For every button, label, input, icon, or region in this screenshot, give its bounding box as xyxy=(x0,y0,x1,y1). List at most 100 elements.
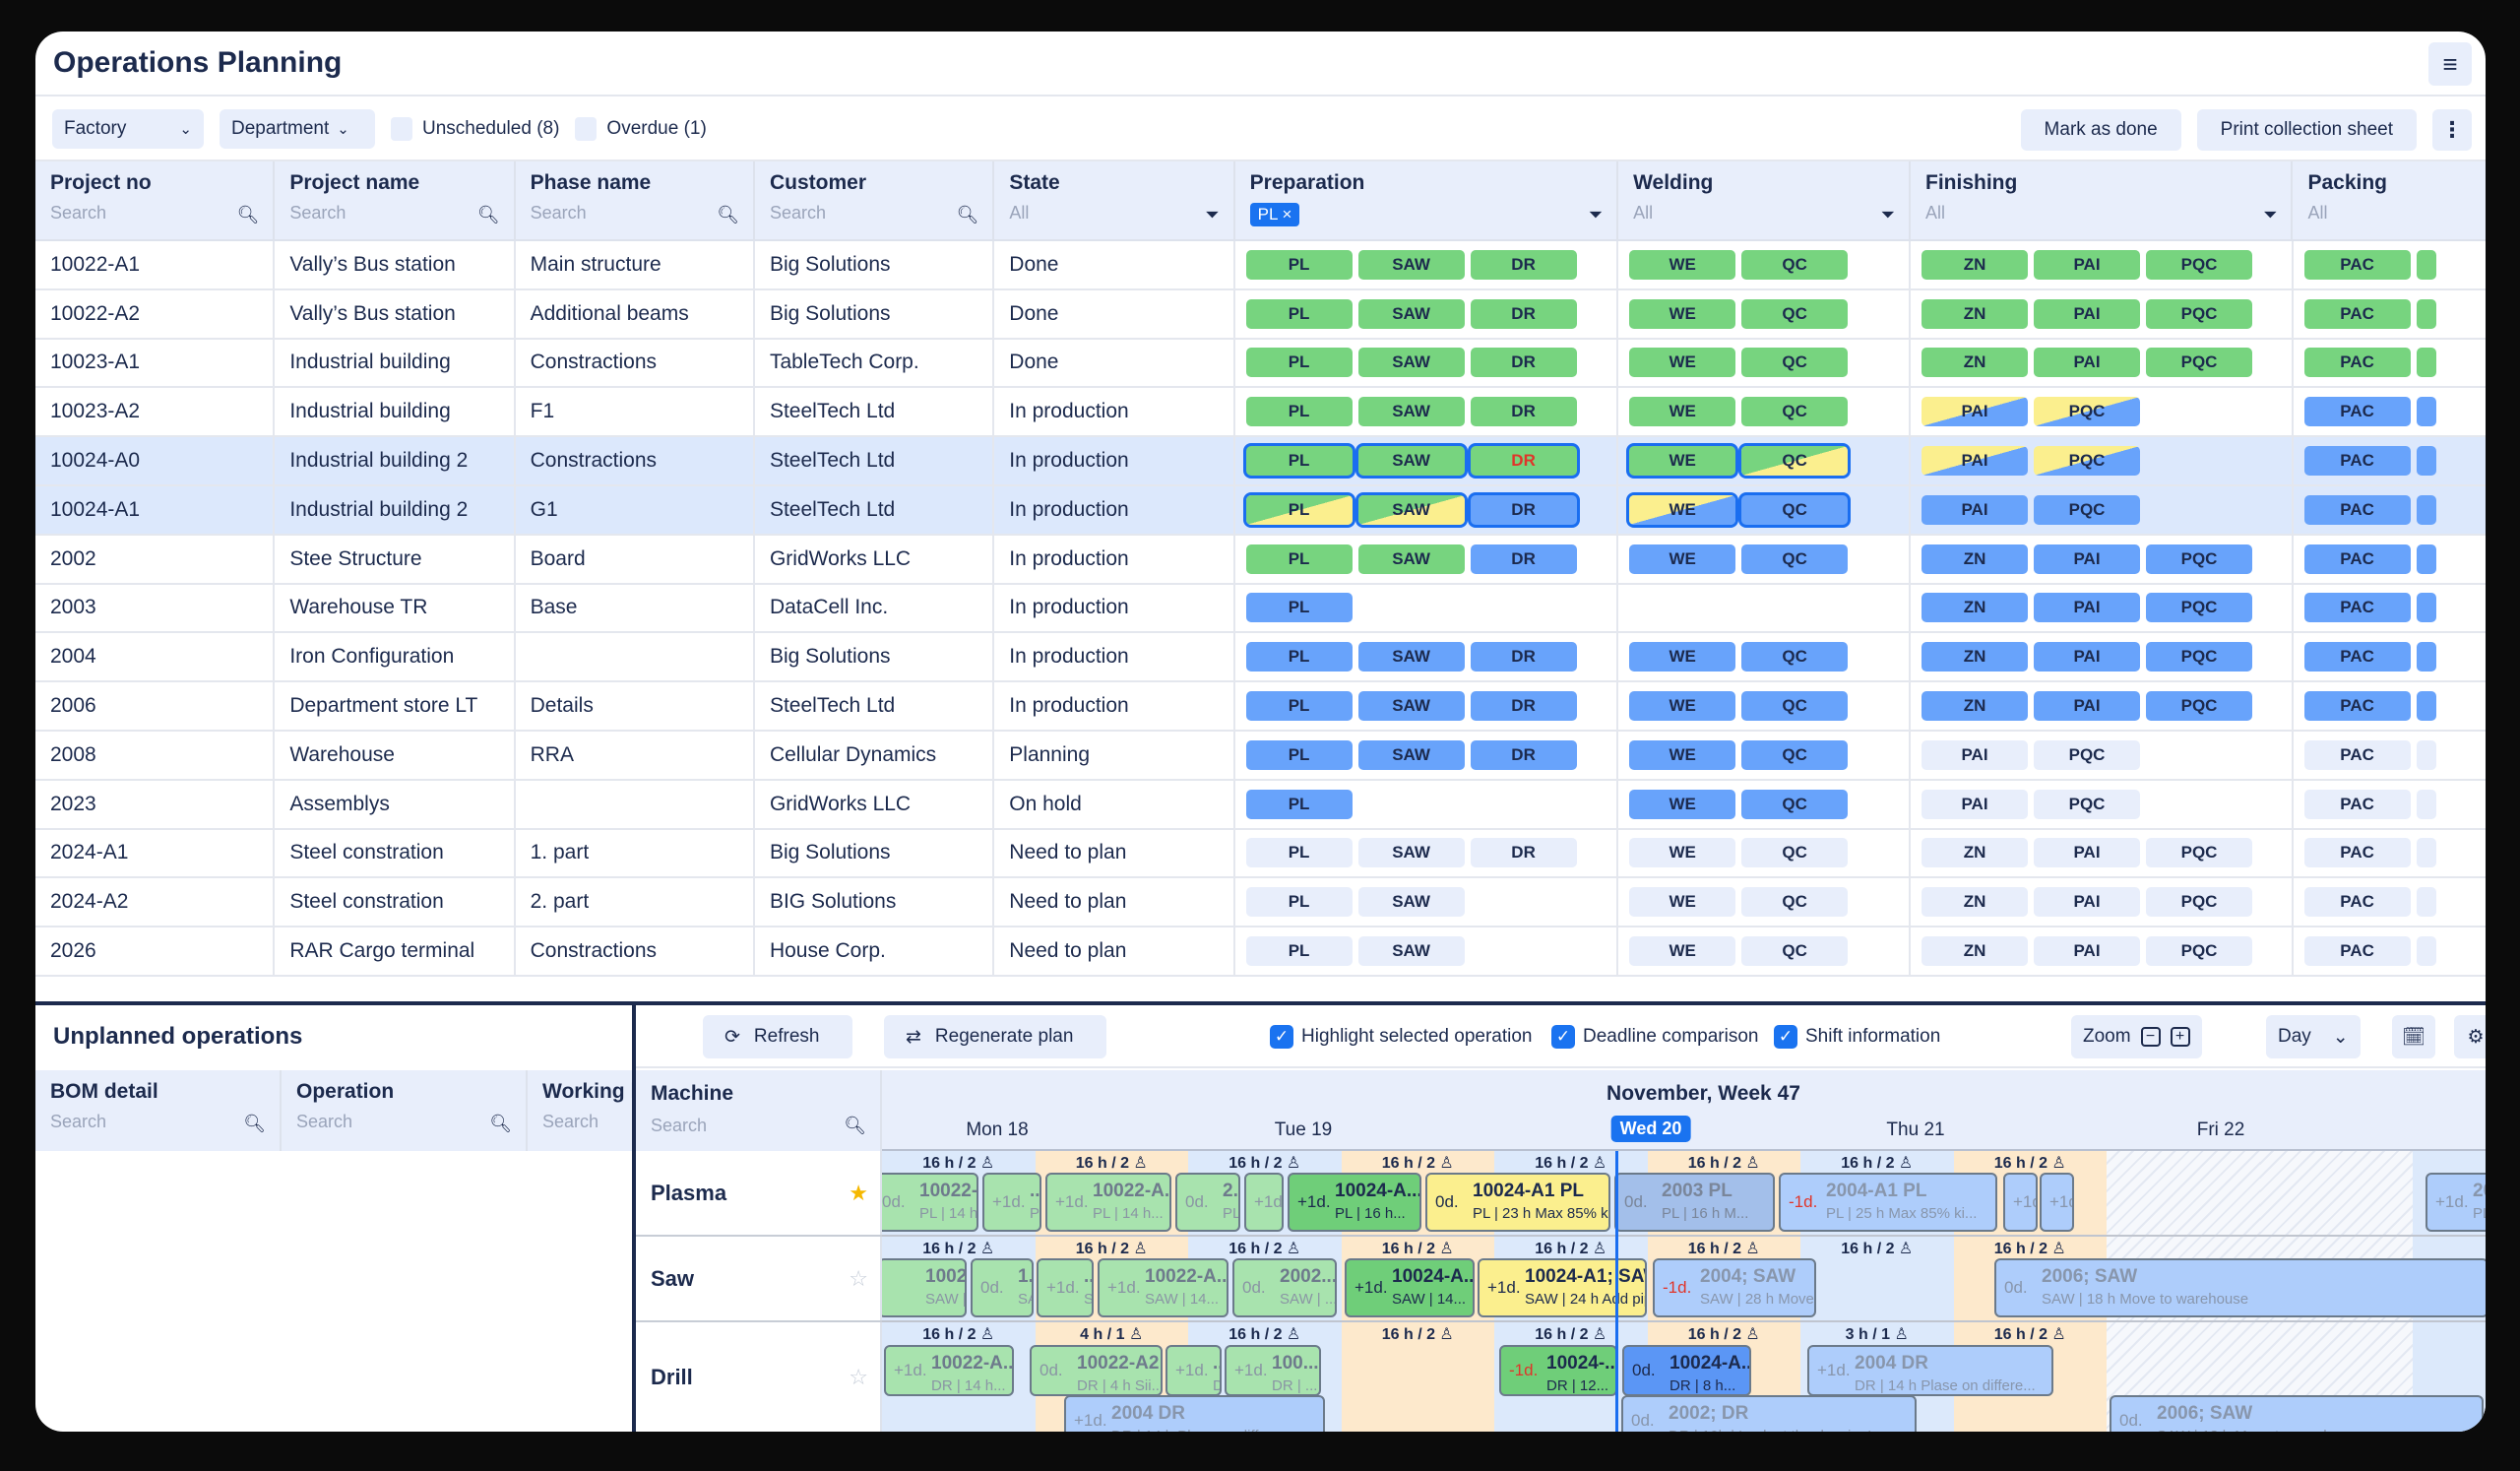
operation-block[interactable]: +1d. 10022-A... PL | 14 h... xyxy=(1045,1173,1171,1232)
op-chip-zn[interactable]: ZN xyxy=(1922,887,2029,918)
op-chip-pac[interactable]: PAC xyxy=(2303,249,2411,280)
op-chip-zn[interactable]: ZN xyxy=(1922,544,2029,574)
operation-block[interactable]: +1d. xyxy=(2040,1173,2074,1232)
table-row[interactable]: 10023-A1 Industrial building Constractions… xyxy=(35,339,2486,389)
star-outline-icon[interactable]: ☆ xyxy=(849,1265,868,1291)
search-icon[interactable]: 🔍︎ xyxy=(717,205,739,224)
op-chip-saw[interactable]: SAW xyxy=(1357,739,1465,770)
op-chip-we[interactable]: WE xyxy=(1629,446,1736,477)
op-chip-pl[interactable]: PL xyxy=(1245,739,1353,770)
op-chip-pai[interactable]: PAI xyxy=(1922,397,2029,427)
op-chip-we[interactable]: WE xyxy=(1629,397,1736,427)
op-chip-overflow[interactable] xyxy=(2416,544,2436,574)
op-chip-pai[interactable]: PAI xyxy=(1922,494,2029,525)
op-chip-zn[interactable]: ZN xyxy=(1922,348,2029,378)
search-input[interactable]: Search xyxy=(542,1112,599,1131)
op-chip-we[interactable]: WE xyxy=(1629,887,1736,918)
operation-block[interactable]: +1d. 10022-A... DR | 14 h... xyxy=(884,1345,1014,1396)
op-chip-dr[interactable]: DR xyxy=(1470,348,1577,378)
op-chip-qc[interactable]: QC xyxy=(1741,446,1849,477)
op-chip-pac[interactable]: PAC xyxy=(2303,446,2411,477)
op-chip-overflow[interactable] xyxy=(2416,936,2436,967)
op-chip-we[interactable]: WE xyxy=(1629,249,1736,280)
op-chip-qc[interactable]: QC xyxy=(1741,936,1849,967)
op-chip-overflow[interactable] xyxy=(2416,642,2436,672)
op-chip-dr[interactable]: DR xyxy=(1470,838,1577,868)
department-dropdown[interactable]: Department ⌄ xyxy=(220,109,375,149)
op-chip-qc[interactable]: QC xyxy=(1741,397,1849,427)
table-row[interactable]: 2004 Iron Configuration Big Solutions In pr… xyxy=(35,633,2486,683)
operation-block[interactable]: +1d. 10022-A... SAW | 14... xyxy=(1098,1258,1228,1317)
packing-filter[interactable]: All xyxy=(2307,203,2328,223)
op-chip-dr[interactable]: DR xyxy=(1470,691,1577,722)
settings-button[interactable]: ⚙ xyxy=(2454,1015,2486,1058)
op-chip-saw[interactable]: SAW xyxy=(1357,348,1465,378)
search-input[interactable]: Search xyxy=(770,203,827,223)
op-chip-pai[interactable]: PAI xyxy=(2034,249,2141,280)
op-chip-pac[interactable]: PAC xyxy=(2303,887,2411,918)
op-chip-saw[interactable]: SAW xyxy=(1357,397,1465,427)
op-chip-saw[interactable]: SAW xyxy=(1357,494,1465,525)
op-chip-pai[interactable]: PAI xyxy=(2034,691,2141,722)
op-chip-pac[interactable]: PAC xyxy=(2303,298,2411,329)
operation-block[interactable]: +1d. 100... DR | ... xyxy=(1225,1345,1321,1396)
op-chip-pqc[interactable]: PQC xyxy=(2034,494,2141,525)
op-chip-overflow[interactable] xyxy=(2416,887,2436,918)
op-chip-pac[interactable]: PAC xyxy=(2303,593,2411,623)
op-chip-pl[interactable]: PL xyxy=(1245,642,1353,672)
operation-block[interactable]: +1d. 200 PL xyxy=(2426,1173,2486,1232)
highlight-selected-checkbox[interactable]: ✓ Highlight selected operation xyxy=(1270,1025,1533,1049)
op-chip-pl[interactable]: PL xyxy=(1245,494,1353,525)
refresh-button[interactable]: ⟳ Refresh xyxy=(703,1015,852,1058)
op-chip-dr[interactable]: DR xyxy=(1470,249,1577,280)
op-chip-saw[interactable]: SAW xyxy=(1357,544,1465,574)
op-chip-pl[interactable]: PL xyxy=(1245,397,1353,427)
op-chip-pai[interactable]: PAI xyxy=(2034,298,2141,329)
op-chip-zn[interactable]: ZN xyxy=(1922,642,2029,672)
op-chip-we[interactable]: WE xyxy=(1629,298,1736,329)
table-row[interactable]: 10024-A1 Industrial building 2 G1 SteelTech… xyxy=(35,485,2486,536)
op-chip-pl[interactable]: PL xyxy=(1245,691,1353,722)
search-icon[interactable]: 🔍︎ xyxy=(489,1114,512,1133)
op-chip-zn[interactable]: ZN xyxy=(1922,936,2029,967)
op-chip-overflow[interactable] xyxy=(2416,348,2436,378)
op-chip-pai[interactable]: PAI xyxy=(2034,642,2141,672)
op-chip-we[interactable]: WE xyxy=(1629,838,1736,868)
operation-block[interactable]: +1d. xyxy=(1244,1173,1284,1232)
op-chip-we[interactable]: WE xyxy=(1629,642,1736,672)
search-icon[interactable]: 🔍︎ xyxy=(476,205,500,224)
op-chip-zn[interactable]: ZN xyxy=(1922,593,2029,623)
op-chip-qc[interactable]: QC xyxy=(1741,789,1849,819)
op-chip-overflow[interactable] xyxy=(2416,593,2436,623)
operation-block[interactable]: +1d.... PL xyxy=(982,1173,1041,1232)
table-row[interactable]: 2023 Assemblys GridWorks LLC On hold PL WE QC P… xyxy=(35,780,2486,830)
op-chip-pac[interactable]: PAC xyxy=(2303,544,2411,574)
op-chip-dr[interactable]: DR xyxy=(1470,298,1577,329)
vertical-splitter[interactable] xyxy=(632,1005,636,1432)
op-chip-pqc[interactable]: PQC xyxy=(2034,397,2141,427)
star-filled-icon[interactable]: ★ xyxy=(849,1180,868,1205)
operation-block[interactable]: 0d. 1... SAW xyxy=(971,1258,1034,1317)
machine-row-saw[interactable]: Saw ☆ xyxy=(636,1237,882,1322)
search-input[interactable]: Search xyxy=(530,203,587,223)
table-row[interactable]: 2026 RAR Cargo terminal Constractions House… xyxy=(35,927,2486,977)
op-chip-pac[interactable]: PAC xyxy=(2303,691,2411,722)
op-chip-pai[interactable]: PAI xyxy=(1922,446,2029,477)
op-chip-saw[interactable]: SAW xyxy=(1357,691,1465,722)
op-chip-zn[interactable]: ZN xyxy=(1922,691,2029,722)
zoom-out-button[interactable]: − xyxy=(2140,1027,2161,1047)
op-chip-dr[interactable]: DR xyxy=(1470,739,1577,770)
operation-block[interactable]: 0d. 10022-A2 S... DR | 4 h Sii... xyxy=(1030,1345,1163,1396)
op-chip-zn[interactable]: ZN xyxy=(1922,838,2029,868)
op-chip-qc[interactable]: QC xyxy=(1741,494,1849,525)
op-chip-saw[interactable]: SAW xyxy=(1357,838,1465,868)
op-chip-we[interactable]: WE xyxy=(1629,691,1736,722)
op-chip-pqc[interactable]: PQC xyxy=(2146,298,2253,329)
op-chip-pqc[interactable]: PQC xyxy=(2146,249,2253,280)
op-chip-we[interactable]: WE xyxy=(1629,739,1736,770)
operation-block[interactable]: -1d. 2004-A1 PL PL | 25 h Max 85% ki... xyxy=(1779,1173,1997,1232)
op-chip-dr[interactable]: DR xyxy=(1470,642,1577,672)
operation-block[interactable]: -1d. 2004; SAW SAW | 28 h Move to wareh... xyxy=(1653,1258,1816,1317)
finishing-filter[interactable]: All xyxy=(1925,203,1946,223)
op-chip-pl[interactable]: PL xyxy=(1245,249,1353,280)
